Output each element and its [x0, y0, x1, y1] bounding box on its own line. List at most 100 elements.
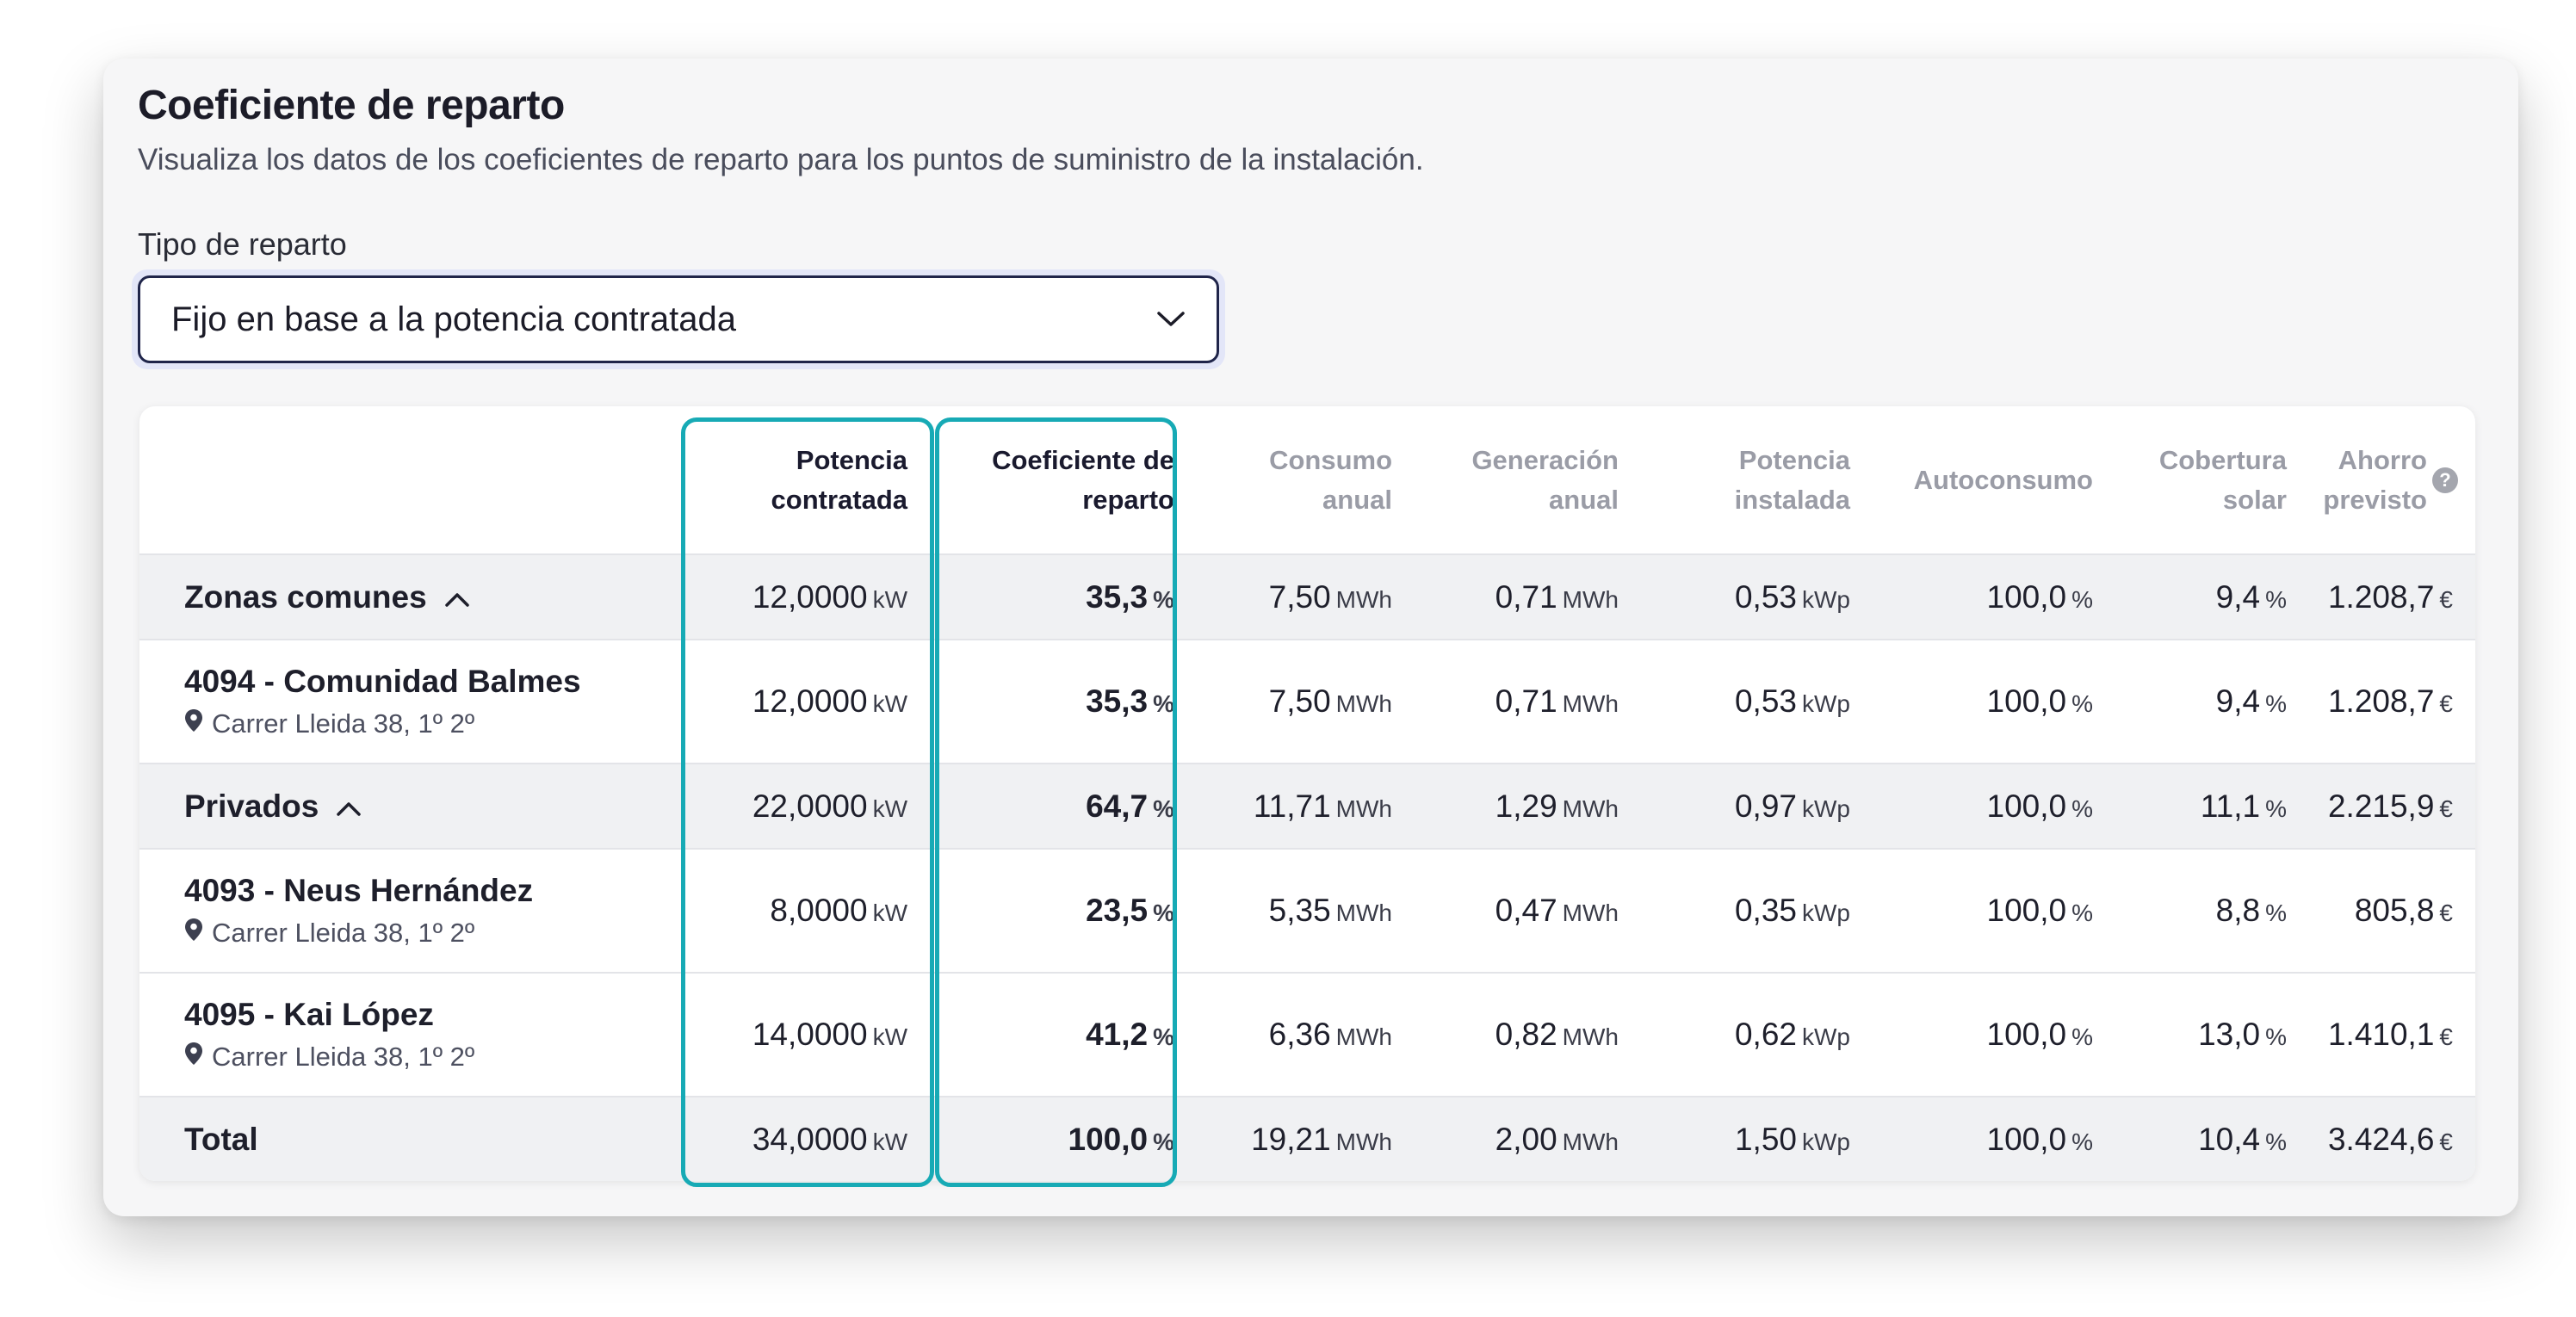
cell-potencia-contratada: 12,0000 kW: [680, 639, 930, 764]
value: 0,35: [1734, 893, 1797, 928]
unit: %: [1153, 1128, 1174, 1155]
value: 0,47: [1495, 893, 1557, 928]
cell-cobertura-solar: 13,0%: [2115, 972, 2309, 1097]
value: 100,0: [1986, 578, 2067, 615]
distribution-type-select[interactable]: Fijo en base a la potencia contratada: [138, 275, 1219, 363]
value: 805,8: [2354, 893, 2435, 928]
total-label: Total: [184, 1122, 258, 1157]
value: 2,00: [1495, 1122, 1557, 1157]
cell-consumo-anual: 7,50 MWh: [1197, 639, 1415, 764]
unit: %: [2071, 900, 2093, 926]
unit: %: [2071, 795, 2093, 822]
unit: MWh: [1562, 585, 1619, 613]
value: 100,0: [1986, 788, 2067, 824]
group-toggle[interactable]: Zonas comunes: [184, 579, 470, 615]
cell-potencia-contratada: 14,0000 kW: [680, 972, 930, 1097]
unit: %: [2265, 585, 2287, 613]
unit: kW: [872, 1128, 907, 1155]
cell-cobertura-solar: 9,4%: [2115, 639, 2309, 764]
unit: kW: [872, 585, 907, 613]
unit: %: [1153, 1023, 1174, 1050]
cell-potencia-contratada: 34,0000 kW: [680, 1096, 930, 1181]
unit: %: [2071, 585, 2093, 613]
value: 1,29: [1495, 788, 1557, 824]
cell-ahorro-previsto: 1.208,7 €: [2309, 639, 2475, 764]
chevron-up-icon[interactable]: [444, 579, 470, 615]
header-ahorro-previsto: Ahorro previsto ?: [2309, 406, 2475, 554]
value: 1,50: [1734, 1122, 1797, 1157]
cell-potencia-instalada: 0,62 kWp: [1641, 972, 1873, 1097]
group-row[interactable]: Privados 22,0000 kW 64,7% 11,71 MWh 1,29 MWh 0,9…: [139, 763, 2475, 849]
unit: kW: [872, 690, 907, 717]
unit: %: [2265, 690, 2287, 717]
cell-consumo-anual: 5,35 MWh: [1197, 848, 1415, 973]
unit: %: [2265, 900, 2287, 926]
value: 35,3: [1086, 683, 1149, 719]
unit: %: [2071, 1128, 2093, 1155]
table-row: 4094 - Comunidad Balmes Carrer Lleida 38,…: [139, 639, 2475, 764]
map-pin-icon: [184, 918, 203, 949]
unit: kW: [872, 900, 907, 926]
value: 35,3: [1086, 578, 1149, 615]
value: 100,0: [1986, 683, 2067, 719]
unit: kW: [872, 795, 907, 822]
value: 5,35: [1268, 893, 1331, 928]
cell-consumo-anual: 11,71 MWh: [1197, 763, 1415, 849]
cell-coeficiente-reparto: 23,5%: [930, 848, 1197, 973]
header-autoconsumo: Autoconsumo: [1913, 464, 2093, 495]
unit: MWh: [1335, 795, 1392, 822]
cell-consumo-anual: 6,36 MWh: [1197, 972, 1415, 1097]
group-label: Zonas comunes: [184, 578, 427, 615]
cell-coeficiente-reparto: 64,7%: [930, 763, 1197, 849]
header-potencia-instalada: Potencia instalada: [1734, 444, 1850, 515]
value: 9,4: [2215, 578, 2261, 615]
question-circle-icon[interactable]: ?: [2432, 467, 2458, 493]
value: 1.208,7: [2327, 683, 2435, 719]
cell-coeficiente-reparto: 35,3%: [930, 639, 1197, 764]
value: 19,21: [1251, 1122, 1331, 1157]
value: 3.424,6: [2327, 1122, 2435, 1157]
cell-potencia-contratada: 12,0000 kW: [680, 553, 930, 640]
row-name-cell: 4095 - Kai López Carrer Lleida 38, 1º 2º: [139, 972, 680, 1097]
value: 64,7: [1086, 788, 1149, 824]
value: 12,0000: [752, 578, 868, 615]
cell-generacion-anual: 2,00 MWh: [1415, 1096, 1641, 1181]
unit: %: [1153, 795, 1174, 822]
cell-autoconsumo: 100,0%: [1873, 972, 2115, 1097]
unit: MWh: [1562, 795, 1619, 822]
value: 22,0000: [752, 788, 868, 824]
value: 100,0: [1986, 1017, 2067, 1052]
cell-cobertura-solar: 10,4%: [2115, 1096, 2309, 1181]
value: 41,2: [1086, 1017, 1149, 1052]
group-toggle[interactable]: Privados: [184, 788, 362, 825]
row-name-cell: 4094 - Comunidad Balmes Carrer Lleida 38,…: [139, 639, 680, 764]
supply-point-address: Carrer Lleida 38, 1º 2º: [184, 918, 680, 949]
unit: %: [2071, 1023, 2093, 1050]
chevron-up-icon[interactable]: [336, 788, 362, 825]
table-row: 4095 - Kai López Carrer Lleida 38, 1º 2º 1…: [139, 972, 2475, 1097]
cell-potencia-instalada: 0,97 kWp: [1641, 763, 1873, 849]
unit: €: [2439, 1128, 2453, 1155]
unit: %: [2071, 690, 2093, 717]
value: 100,0: [1986, 1122, 2067, 1157]
unit: MWh: [1562, 1128, 1619, 1155]
supply-point-name: 4095 - Kai López: [184, 997, 434, 1032]
unit: MWh: [1335, 900, 1392, 926]
row-name-cell: Total: [139, 1096, 680, 1181]
unit: €: [2439, 690, 2453, 717]
value: 0,71: [1495, 683, 1557, 719]
cell-ahorro-previsto: 1.208,7 €: [2309, 553, 2475, 640]
group-row[interactable]: Zonas comunes 12,0000 kW 35,3% 7,50 MWh 0,71 MW…: [139, 553, 2475, 640]
address-text: Carrer Lleida 38, 1º 2º: [212, 918, 475, 948]
page-title: Coeficiente de reparto: [138, 83, 565, 128]
address-text: Carrer Lleida 38, 1º 2º: [212, 708, 475, 739]
cell-potencia-instalada: 0,53 kWp: [1641, 553, 1873, 640]
value: 11,1: [2200, 788, 2261, 824]
unit: kWp: [1802, 900, 1850, 926]
distribution-card: Coeficiente de reparto Visualiza los dat…: [103, 59, 2518, 1216]
map-pin-icon: [184, 708, 203, 739]
row-name-cell: 4093 - Neus Hernández Carrer Lleida 38, 1…: [139, 848, 680, 973]
cell-consumo-anual: 19,21 MWh: [1197, 1096, 1415, 1181]
unit: kWp: [1802, 1023, 1850, 1050]
value: 11,71: [1253, 788, 1331, 824]
